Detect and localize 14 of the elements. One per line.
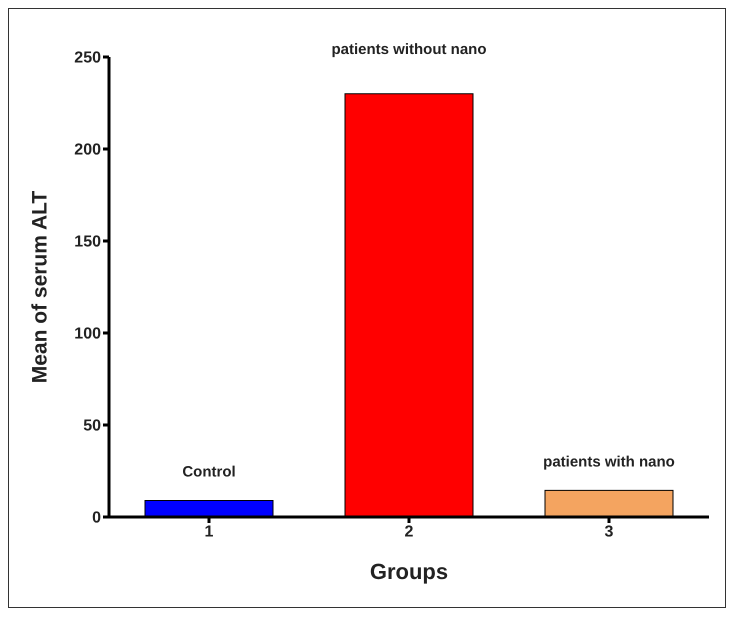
x-axis-title: Groups — [370, 559, 448, 584]
y-tick-label: 150 — [74, 234, 102, 251]
y-tick-label: 0 — [92, 510, 102, 527]
x-tick-label: 3 — [604, 523, 614, 540]
y-tick-label: 200 — [74, 142, 102, 159]
annotation: patients with nano — [543, 453, 675, 470]
y-tick-label: 50 — [83, 418, 102, 435]
y-axis-title: Mean of serum ALT — [28, 190, 52, 384]
y-tick-label: 100 — [74, 326, 102, 343]
x-tick-label: 1 — [204, 523, 214, 540]
y-tick-label: 250 — [74, 50, 102, 67]
x-tick-label: 2 — [404, 523, 414, 540]
annotation: Control — [182, 463, 236, 480]
annotation: patients without nano — [332, 40, 486, 58]
